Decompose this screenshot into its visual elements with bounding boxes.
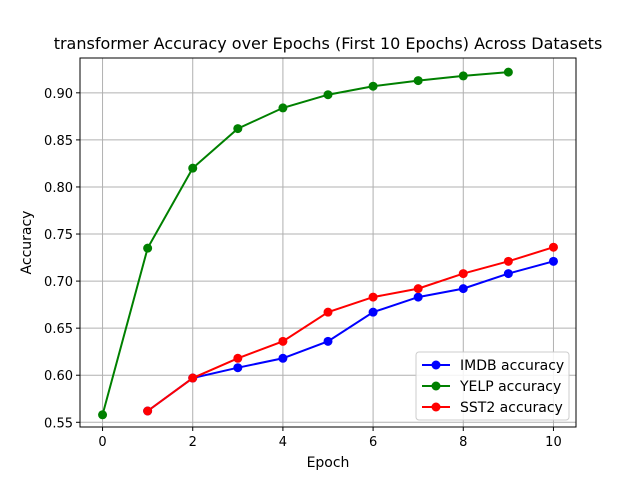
series-line-yelp (101, 71, 509, 416)
y-tick-label: 0.70 (44, 275, 73, 290)
legend-item-imdb: IMDB accuracy (422, 358, 564, 374)
data-point-sst2 (368, 292, 378, 302)
data-point-imdb (458, 284, 468, 294)
data-point-sst2 (413, 284, 423, 294)
plot-frame (79, 57, 577, 428)
y-tick-label: 0.55 (44, 416, 73, 431)
data-point-sst2 (323, 307, 333, 317)
data-point-imdb (278, 353, 288, 363)
data-point-sst2 (548, 242, 558, 252)
data-point-imdb (323, 336, 333, 346)
data-point-yelp (323, 90, 333, 100)
data-point-yelp (98, 410, 108, 420)
data-point-sst2 (503, 256, 513, 266)
legend-marker-imdb (431, 360, 441, 370)
legend-label-imdb: IMDB accuracy (460, 358, 564, 374)
series-sst2 (143, 242, 558, 416)
series-imdb (143, 256, 558, 416)
chart-title: transformer Accuracy over Epochs (First … (54, 34, 603, 53)
data-point-imdb (503, 269, 513, 279)
y-tick-label: 0.65 (44, 322, 73, 337)
data-point-imdb (368, 307, 378, 317)
series-yelp (98, 67, 513, 420)
x-tick-label: 8 (459, 435, 467, 450)
axis-ticks: 0 2 4 6 8 10 0.55 0.60 0.65 0.70 0.75 0.80 0.85 0.90 (44, 87, 562, 450)
y-tick-label: 0.90 (44, 87, 73, 102)
data-point-sst2 (188, 373, 198, 383)
series-line-sst2 (147, 246, 554, 412)
x-tick-label: 4 (279, 435, 287, 450)
data-point-sst2 (143, 406, 153, 416)
data-point-yelp (368, 81, 378, 91)
data-point-yelp (278, 103, 288, 113)
data-point-imdb (233, 363, 243, 373)
legend-box (415, 351, 570, 421)
data-point-sst2 (278, 336, 288, 346)
series-line-imdb (147, 260, 554, 412)
legend-marker-sst2 (431, 402, 441, 412)
data-point-yelp (143, 243, 153, 253)
data-point-imdb (548, 256, 558, 266)
y-axis-label: Accuracy (19, 211, 35, 275)
x-tick-label: 10 (545, 435, 562, 450)
series-layer (98, 67, 558, 420)
y-tick-label: 0.80 (44, 181, 73, 196)
data-point-yelp (413, 76, 423, 86)
data-point-sst2 (233, 353, 243, 363)
data-point-imdb (413, 292, 423, 302)
x-tick-label: 6 (369, 435, 377, 450)
data-point-yelp (233, 124, 243, 134)
x-tick-label: 0 (98, 435, 106, 450)
data-point-yelp (458, 71, 468, 81)
data-point-sst2 (458, 269, 468, 279)
y-tick-label: 0.75 (44, 228, 73, 243)
legend-item-yelp: YELP accuracy (422, 379, 561, 395)
y-tick-label: 0.85 (44, 134, 73, 149)
legend: IMDB accuracy YELP accuracy SST2 accuracy (415, 351, 570, 421)
y-tick-label: 0.60 (44, 369, 73, 384)
x-tick-label: 2 (189, 435, 197, 450)
data-point-yelp (503, 67, 513, 77)
legend-marker-yelp (431, 381, 441, 391)
x-axis-label: Epoch (307, 455, 350, 471)
legend-label-sst2: SST2 accuracy (460, 400, 563, 416)
legend-label-yelp: YELP accuracy (459, 379, 561, 395)
data-point-yelp (188, 163, 198, 173)
legend-item-sst2: SST2 accuracy (422, 400, 563, 416)
